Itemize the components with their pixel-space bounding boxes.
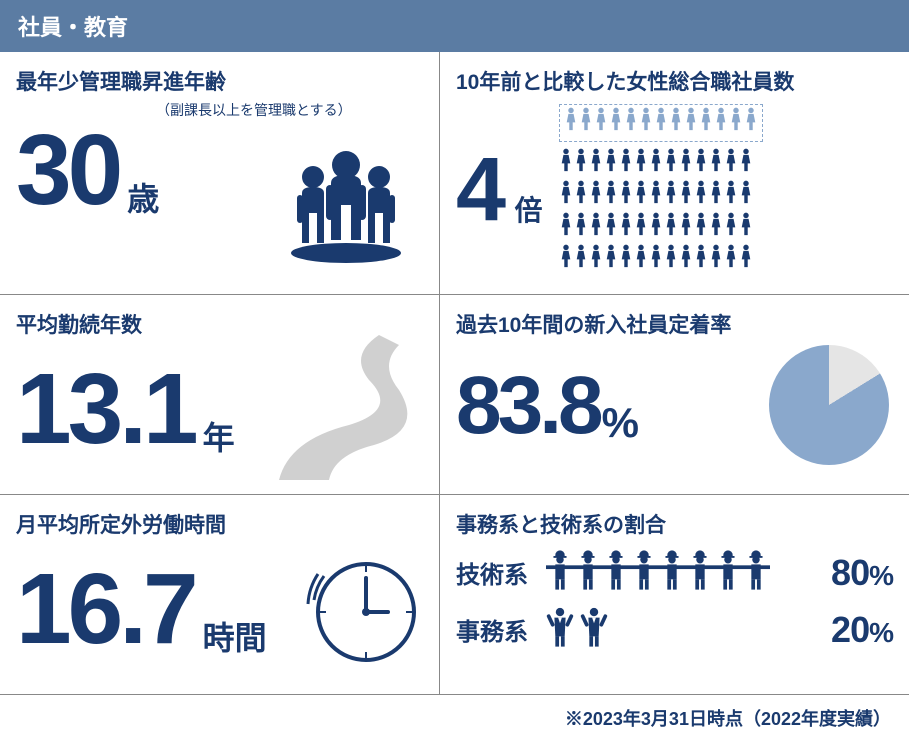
- unit: 歳: [127, 174, 159, 220]
- footnote: ※2023年3月31日時点（2022年度実績）: [0, 695, 909, 741]
- value: 13.1: [16, 359, 195, 459]
- label: 技術系: [456, 555, 546, 590]
- ratio-admin-row: 事務系 20%: [456, 606, 893, 653]
- people-group-icon: [281, 145, 411, 270]
- cell-tenure: 平均勤続年数 13.1 年: [0, 295, 440, 495]
- title: 事務系と技術系の割合: [456, 509, 893, 539]
- road-icon: [259, 325, 429, 490]
- infographic-grid: 最年少管理職昇進年齢 （副課長以上を管理職とする） 30 歳: [0, 52, 909, 695]
- unit: 時間: [203, 613, 267, 659]
- cell-youngest-manager: 最年少管理職昇進年齢 （副課長以上を管理職とする） 30 歳: [0, 52, 440, 295]
- value: 4: [456, 145, 502, 235]
- title: 過去10年間の新入社員定着率: [456, 309, 893, 339]
- value: 16.7: [16, 559, 195, 659]
- unit: 倍: [515, 189, 543, 229]
- value: 30: [16, 120, 119, 220]
- admin-pictogram: [546, 606, 831, 653]
- pie-chart-icon: [769, 345, 889, 465]
- section-header: 社員・教育: [0, 0, 909, 52]
- title: 最年少管理職昇進年齢: [16, 66, 423, 96]
- header-title: 社員・教育: [18, 15, 128, 40]
- tech-pictogram: [546, 549, 831, 596]
- cell-women-employees: 10年前と比較した女性総合職社員数 4 倍: [440, 52, 909, 295]
- clock-icon: [306, 552, 421, 672]
- pct: 80%: [831, 552, 893, 594]
- unit: 年: [203, 413, 235, 459]
- women-pictogram: [559, 104, 763, 276]
- cell-overtime: 月平均所定外労働時間 16.7 時間: [0, 495, 440, 695]
- value: 83.8: [456, 365, 600, 447]
- unit: %: [602, 399, 639, 447]
- label: 事務系: [456, 612, 546, 647]
- ratio-tech-row: 技術系: [456, 549, 893, 596]
- title: 月平均所定外労働時間: [16, 509, 423, 539]
- cell-retention: 過去10年間の新入社員定着率 83.8 %: [440, 295, 909, 495]
- cell-ratio: 事務系と技術系の割合 技術系: [440, 495, 909, 695]
- pct: 20%: [831, 609, 893, 651]
- title: 10年前と比較した女性総合職社員数: [456, 66, 893, 96]
